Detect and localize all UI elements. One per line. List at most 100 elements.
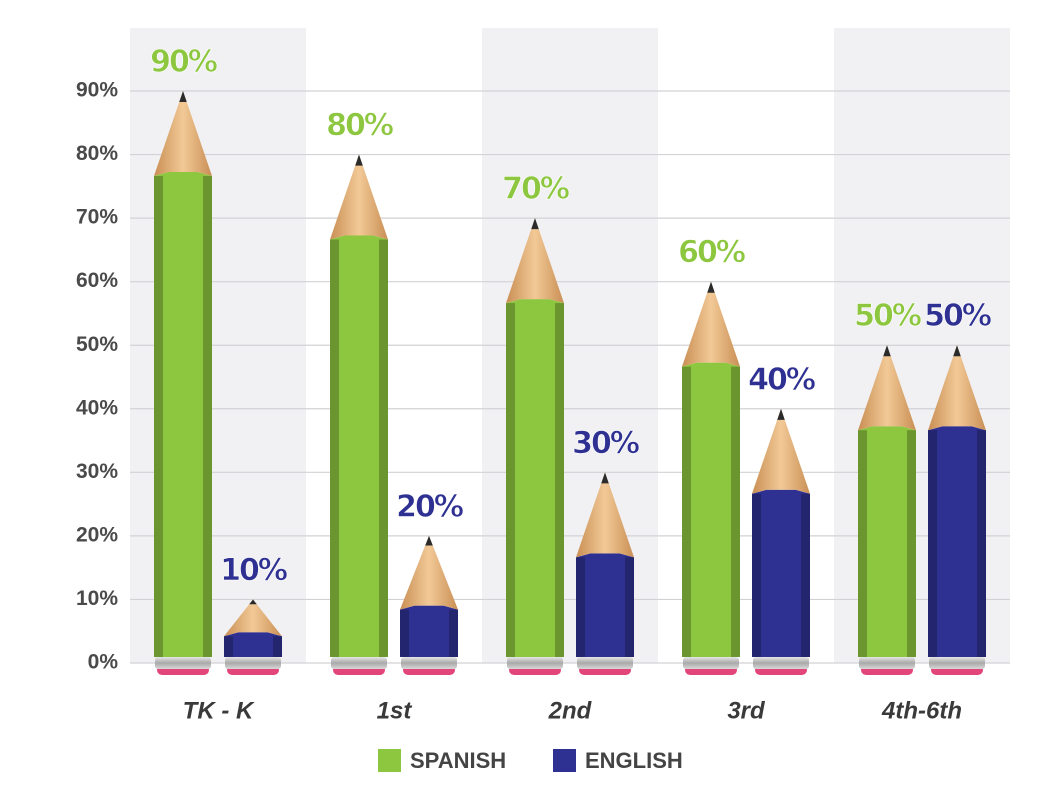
value-label: 10%	[220, 553, 288, 588]
pencil-lead	[425, 535, 433, 546]
pencil-lead	[249, 599, 257, 605]
legend-swatch	[553, 749, 576, 772]
y-tick-label: 90%	[76, 79, 118, 102]
pencil-bar	[400, 535, 458, 675]
ferrule	[331, 657, 387, 669]
pencil-bar	[224, 599, 282, 675]
pencil-tip	[330, 154, 388, 240]
body-shade	[682, 366, 691, 657]
value-label: 30%	[572, 426, 640, 461]
pencil-tip	[682, 281, 740, 367]
body-shade	[449, 609, 458, 657]
pencil-body	[682, 362, 740, 657]
ferrule	[225, 657, 281, 669]
value-label: 50%	[854, 299, 922, 334]
x-tick-label: TK - K	[183, 697, 255, 724]
body-shade	[731, 366, 740, 657]
pencil-bar	[576, 472, 634, 675]
ferrule	[683, 657, 739, 669]
pencil-lead	[707, 281, 715, 293]
x-tick-label: 2nd	[548, 697, 593, 724]
y-tick-label: 0%	[88, 651, 119, 674]
y-tick-label: 30%	[76, 460, 118, 483]
body-shade	[224, 636, 233, 657]
pencil-bar	[858, 345, 916, 675]
pencil-bar	[752, 408, 810, 675]
y-tick-label: 10%	[76, 587, 118, 610]
pencil-bar	[154, 91, 212, 675]
pencil-body	[506, 299, 564, 657]
value-label: 80%	[326, 108, 394, 143]
pencil-tip	[752, 408, 810, 494]
pencil-lead	[953, 345, 961, 357]
pencil-tip	[858, 345, 916, 431]
value-label: 60%	[678, 235, 746, 270]
body-shade	[752, 493, 761, 657]
pencil-tip	[576, 472, 634, 558]
body-shade	[400, 609, 409, 657]
ferrule	[507, 657, 563, 669]
pencil-tip	[506, 218, 564, 304]
y-tick-label: 40%	[76, 396, 118, 419]
pencil-bar	[682, 281, 740, 675]
pencil-tip	[400, 535, 458, 610]
pencil-bar	[330, 154, 388, 675]
y-tick-label: 50%	[76, 333, 118, 356]
ferrule	[401, 657, 457, 669]
body-shade	[928, 430, 937, 657]
value-label: 20%	[396, 489, 464, 524]
pencil-bar	[506, 218, 564, 675]
body-shade	[555, 303, 564, 657]
body-shade	[977, 430, 986, 657]
pencil-lead	[777, 408, 785, 420]
pencil-body	[858, 426, 916, 657]
pencil-lead	[355, 154, 363, 166]
pencil-body	[400, 605, 458, 657]
pencil-lead	[531, 218, 539, 230]
body-shade	[273, 636, 282, 657]
pencil-bar	[928, 345, 986, 675]
pencil-body	[330, 235, 388, 658]
body-shade	[801, 493, 810, 657]
value-label: 40%	[748, 362, 816, 397]
body-shade	[203, 176, 212, 657]
value-label: 50%	[924, 299, 992, 334]
body-shade	[907, 430, 916, 657]
body-shade	[625, 557, 634, 657]
ferrule	[753, 657, 809, 669]
y-tick-label: 80%	[76, 142, 118, 165]
ferrule	[929, 657, 985, 669]
pencil-body	[224, 632, 282, 657]
pencil-lead	[179, 91, 187, 103]
pencil-body	[576, 553, 634, 657]
pencil-body	[752, 489, 810, 657]
pencil-tip	[154, 91, 212, 176]
legend-label: ENGLISH	[585, 748, 683, 773]
x-tick-label: 1st	[377, 697, 413, 724]
pencil-tip	[224, 599, 282, 637]
pencil-tip	[928, 345, 986, 431]
y-tick-label: 20%	[76, 523, 118, 546]
value-label: 70%	[502, 172, 570, 207]
y-tick-label: 60%	[76, 269, 118, 292]
pencil-lead	[883, 345, 891, 357]
legend-swatch	[378, 749, 401, 772]
body-shade	[576, 557, 585, 657]
ferrule	[155, 657, 211, 669]
pencil-body	[154, 172, 212, 657]
body-shade	[330, 239, 339, 658]
x-tick-label: 4th-6th	[881, 697, 962, 724]
pencil-lead	[601, 472, 609, 484]
value-label: 90%	[150, 45, 218, 80]
x-tick-label: 3rd	[727, 697, 766, 724]
ferrule	[859, 657, 915, 669]
body-shade	[858, 430, 867, 657]
legend-label: SPANISH	[410, 748, 506, 773]
body-shade	[379, 239, 388, 658]
pencil-body	[928, 426, 986, 657]
ferrule	[577, 657, 633, 669]
y-tick-label: 70%	[76, 206, 118, 229]
body-shade	[154, 176, 163, 657]
body-shade	[506, 303, 515, 657]
